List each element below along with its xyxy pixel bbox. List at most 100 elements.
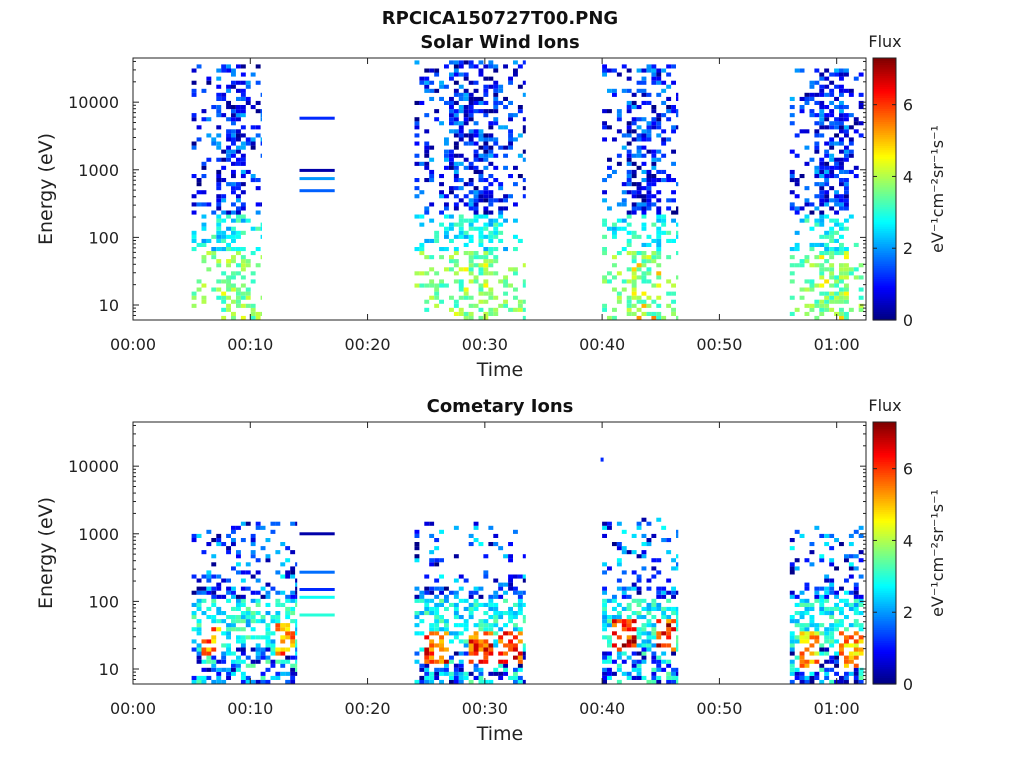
spectrogram-cell (503, 598, 508, 603)
spectrogram-cell (468, 671, 474, 676)
spectrogram-cell (631, 169, 637, 174)
spectrogram-cell (250, 72, 256, 77)
spectrogram-cell (434, 88, 440, 93)
spectrogram-cell (671, 283, 676, 288)
spectrogram-cell (829, 125, 835, 130)
spectrogram-cell (848, 307, 854, 312)
spectrogram-cell (473, 88, 479, 93)
spectrogram-cell (206, 590, 212, 595)
spectrogram-cell (848, 113, 854, 118)
spectrogram-cell (829, 234, 835, 239)
spectrogram-cell (240, 218, 246, 223)
spectrogram-cell (839, 182, 844, 187)
spectrogram-cell (483, 570, 489, 575)
spectrogram-cell (424, 655, 430, 660)
spectrogram-cell (245, 96, 251, 101)
spectrogram-cell (503, 582, 508, 587)
spectrogram-cell (522, 60, 526, 65)
spectrogram-cell (814, 141, 820, 146)
colorbar-swatch (873, 620, 896, 624)
spectrogram-cell (265, 611, 271, 616)
spectrogram-cell (498, 222, 504, 227)
colorbar-swatch (873, 114, 896, 118)
spectrogram-cell (216, 125, 222, 130)
spectrogram-cell (513, 615, 518, 620)
colorbar-swatch (873, 461, 896, 465)
spectrogram-cell (429, 238, 435, 243)
spectrogram-cell (206, 238, 212, 243)
spectrogram-cell (290, 619, 296, 624)
colorbar-swatch (873, 143, 896, 146)
spectrogram-cell (607, 619, 612, 624)
spectrogram-cell (819, 214, 825, 219)
spectrogram-cell (236, 635, 241, 640)
spectrogram-cell (799, 590, 805, 595)
spectrogram-cell (245, 291, 251, 296)
spectrogram-cell (513, 287, 518, 292)
spectrogram-cell (493, 307, 499, 312)
spectrogram-cell (641, 206, 647, 211)
spectrogram-cell (809, 210, 815, 215)
colorbar-swatch (873, 448, 896, 451)
spectrogram-cell (226, 279, 231, 284)
spectrogram-cell (819, 210, 825, 215)
spectrogram-cell (211, 562, 217, 567)
spectrogram-cell (493, 178, 499, 183)
spectrogram-cell (265, 659, 271, 664)
spectrogram-cell (255, 643, 261, 648)
spectrogram-cell (661, 615, 667, 620)
spectrogram-cell (824, 259, 830, 264)
spectrogram-cell (641, 627, 647, 632)
spectrogram-cell (483, 113, 489, 118)
spectrogram-cell (206, 647, 212, 652)
spectrogram-cell (789, 615, 795, 620)
spectrogram-cell (839, 263, 844, 268)
spectrogram-cell (463, 105, 469, 110)
spectrogram-cell (804, 218, 810, 223)
spectrogram-cell (794, 153, 800, 158)
spectrogram-cell (646, 267, 652, 272)
spectrogram-cell (221, 92, 227, 97)
spectrogram-cell (458, 214, 464, 219)
colorbar-swatch (873, 221, 896, 225)
colorbar-swatch (873, 62, 896, 66)
spectrogram-cell (449, 639, 454, 644)
spectrogram-cell (453, 92, 459, 97)
spectrogram-cell (240, 570, 246, 575)
spectrogram-cell (839, 141, 844, 146)
spectrogram-cell (671, 125, 676, 130)
spectrogram-cell (503, 671, 508, 676)
spectrogram-cell (661, 100, 667, 105)
spectrogram-cell (671, 667, 676, 672)
spectrogram-cell (834, 161, 839, 166)
spectrogram-cell (449, 671, 454, 676)
colorbar-swatch (873, 252, 896, 256)
spectrogram-cell (789, 178, 795, 183)
spectrogram-cell (676, 619, 679, 624)
spectrogram-cell (513, 307, 518, 312)
spectrogram-cell (834, 594, 839, 599)
spectrogram-cell (478, 68, 484, 73)
x-tick-label: 00:20 (345, 699, 391, 718)
spectrogram-cell (612, 643, 617, 648)
spectrogram-cell (789, 647, 795, 652)
spectrogram-cell (196, 659, 202, 664)
colorbar-swatch (873, 232, 896, 236)
colorbar-tick-label: 6 (903, 460, 913, 479)
colorbar-swatch (873, 293, 896, 297)
spectrogram-cell (201, 611, 207, 616)
colorbar-swatch (873, 261, 896, 264)
colorbar-swatch (873, 302, 896, 306)
spectrogram-cell (265, 538, 271, 543)
spectrogram-cell (231, 590, 236, 595)
spectrogram-cell (819, 72, 825, 77)
spectrogram-cell (429, 96, 435, 101)
spectrogram-cell (824, 190, 830, 195)
spectrogram-cell (794, 667, 800, 672)
spectrogram-cell (671, 590, 676, 595)
spectrogram-cell (651, 259, 657, 264)
spectrogram-cell (853, 598, 859, 603)
spectrogram-cell (819, 271, 825, 276)
spectrogram-cell (656, 68, 662, 73)
spectrogram-cell (216, 141, 222, 146)
